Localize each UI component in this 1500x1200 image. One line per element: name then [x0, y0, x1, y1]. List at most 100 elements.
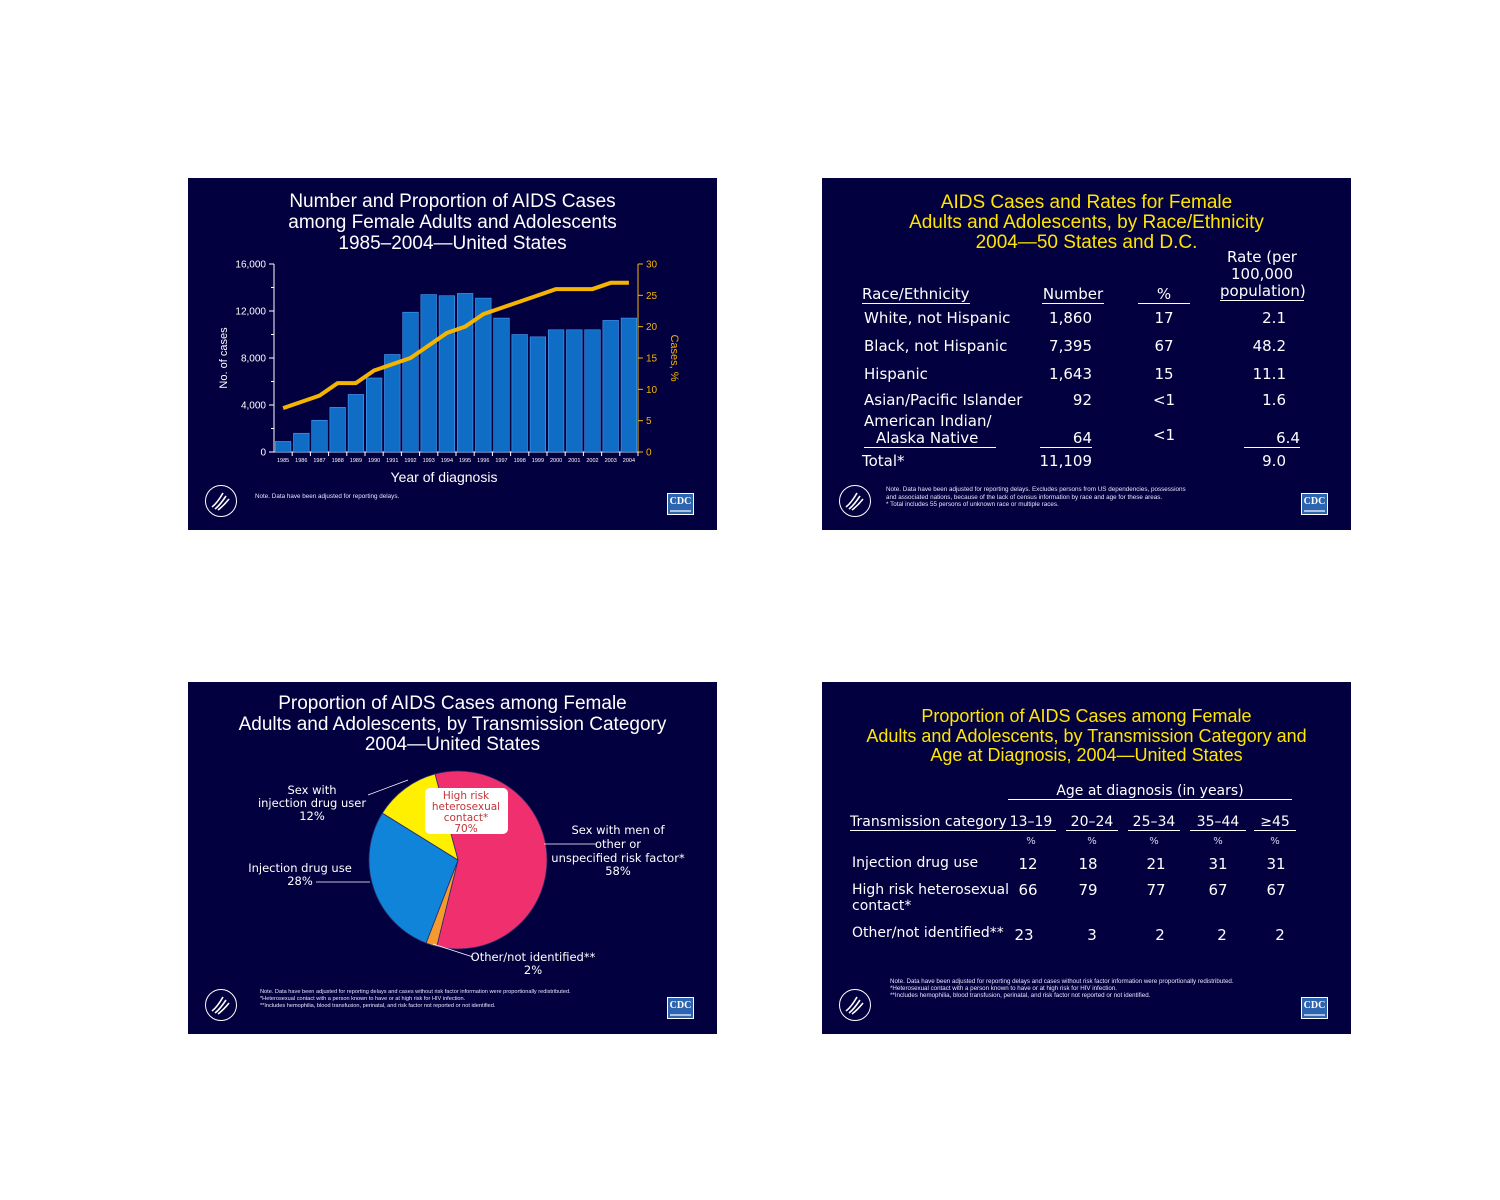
row-value: 3 — [1087, 926, 1097, 944]
hhs-eagle-logo-icon — [205, 485, 237, 517]
x-tick-label: 1990 — [368, 458, 380, 464]
row-value: 31 — [1266, 855, 1286, 873]
row-value: 67 — [1208, 881, 1228, 899]
label-injection-drug-use: Injection drug use — [248, 861, 352, 875]
row-label-line-1: High risk heterosexual — [852, 882, 1010, 898]
bar — [402, 311, 419, 453]
callout-box — [425, 788, 508, 834]
row-rate: 2.1 — [1262, 309, 1286, 327]
bar — [475, 297, 492, 453]
y-tick-label: 0 — [260, 448, 266, 459]
label-sex-with-men: other or — [595, 837, 641, 851]
header-race: Race/Ethnicity — [862, 285, 970, 304]
footnote-line: and associated nations, because of the l… — [886, 493, 1163, 501]
pie-slice-injection-drug-use — [368, 812, 459, 944]
total-number: 11,109 — [1039, 452, 1093, 470]
header-percent: % — [1138, 285, 1190, 304]
row-value: 2 — [1155, 926, 1165, 944]
age-group-header: 35–44 — [1190, 814, 1246, 831]
row-rate: 1.6 — [1262, 391, 1286, 409]
leader-line — [367, 779, 409, 796]
title-line-1: Proportion of AIDS Cases among Female — [278, 693, 627, 714]
x-tick-label: 2003 — [605, 458, 617, 464]
x-tick-label: 1996 — [477, 458, 489, 464]
x-tick-label: 1989 — [350, 458, 362, 464]
label-sex-with-men-pct: 58% — [605, 864, 631, 878]
header-number: Number — [1042, 285, 1104, 304]
label-sex-with-men: Sex with men of — [572, 823, 666, 837]
cdc-logo: CDC — [667, 997, 694, 1019]
row-percent: <1 — [1152, 426, 1176, 444]
row-number: 92 — [1072, 391, 1092, 409]
unit-label: % — [1270, 836, 1280, 847]
hhs-eagle-logo-icon — [839, 989, 871, 1021]
row-value: 2 — [1217, 926, 1227, 944]
row-label-line-1: American Indian/ — [864, 412, 992, 430]
slide-transmission-by-age-table: Proportion of AIDS Cases among Female Ad… — [822, 682, 1351, 1034]
header-rate: Rate (per 100,000 population) — [1220, 248, 1306, 301]
x-tick-label: 1999 — [532, 458, 544, 464]
row-value: 66 — [1018, 881, 1038, 899]
title-line-1: AIDS Cases and Rates for Female — [940, 192, 1233, 213]
x-tick-label: 2004 — [623, 458, 635, 464]
series-line — [282, 280, 629, 411]
title-line-2: Adults and Adolescents, by Transmission … — [866, 725, 1307, 746]
footnote-line: **Includes hemophilia, blood transfusion… — [890, 992, 1151, 999]
y-tick-label: 12,000 — [235, 307, 266, 318]
bar — [311, 420, 328, 453]
hhs-eagle-logo-icon — [839, 485, 871, 517]
age-group-header: ≥45 — [1254, 814, 1296, 831]
title-line-3: 2004—United States — [364, 734, 541, 755]
bar — [602, 320, 619, 453]
slide-title: AIDS Cases and Rates for Female Adults a… — [822, 193, 1351, 253]
slide-race-ethnicity-table: AIDS Cases and Rates for Female Adults a… — [822, 178, 1351, 530]
row-value: 21 — [1146, 855, 1166, 873]
footnote: Note. Data have been adjusted for report… — [255, 493, 400, 500]
row-rate: 6.4 — [1244, 429, 1300, 448]
title-line-2: among Female Adults and Adolescents — [288, 212, 617, 233]
footnote-line: Note. Data have been adjusted for report… — [260, 989, 571, 995]
footnote-line: *Heterosexual contact with a person know… — [260, 995, 466, 1002]
cdc-logo: CDC — [1301, 493, 1328, 515]
row-number: 1,643 — [1049, 365, 1092, 383]
y2-tick-label: 30 — [646, 260, 658, 271]
bar — [548, 329, 565, 453]
callout-label: heterosexual — [432, 801, 500, 813]
x-tick-label: 1994 — [441, 458, 453, 464]
x-axis-label: Year of diagnosis — [391, 469, 498, 485]
slide-title: Number and Proportion of AIDS Cases amon… — [188, 191, 717, 254]
row-label-line-2: contact* — [852, 898, 912, 914]
callout-pct: 70% — [454, 823, 477, 835]
header-rate-line-1: Rate (per — [1227, 248, 1297, 266]
title-line-1: Proportion of AIDS Cases among Female — [921, 706, 1252, 726]
row-value: 23 — [1014, 926, 1034, 944]
age-group-header: 20–24 — [1066, 814, 1118, 831]
row-label-line-2: Alaska Native — [864, 430, 997, 448]
row-rate: 48.2 — [1252, 337, 1286, 355]
footnote: Note. Data have been adjusted for report… — [886, 486, 1186, 509]
y2-tick-label: 15 — [646, 354, 658, 365]
x-tick-label: 1993 — [423, 458, 435, 464]
row-label: Asian/Pacific Islander — [864, 391, 1023, 409]
title-line-2: Adults and Adolescents, by Race/Ethnicit… — [909, 212, 1264, 233]
title-line-3: Age at Diagnosis, 2004—United States — [930, 745, 1243, 765]
age-group-header: 25–34 — [1128, 814, 1180, 831]
cdc-logo: CDC — [1301, 997, 1328, 1019]
x-tick-label: 1997 — [495, 458, 507, 464]
row-label: White, not Hispanic — [864, 309, 1011, 327]
bar — [493, 317, 510, 453]
bar — [329, 407, 346, 453]
bar — [293, 432, 310, 453]
y2-tick-label: 0 — [646, 448, 652, 459]
bar — [529, 336, 546, 453]
footnote-line: * Total includes 55 persons of unknown r… — [886, 501, 1059, 508]
y2-tick-label: 20 — [646, 322, 658, 333]
age-group-header: 13–19 — [1006, 814, 1056, 831]
header-rate-line-3: population) — [1220, 282, 1306, 301]
bar — [420, 294, 437, 453]
title-line-2: Adults and Adolescents, by Transmission … — [238, 713, 667, 735]
x-tick-label: 2000 — [550, 458, 562, 464]
title-line-1: Number and Proportion of AIDS Cases — [289, 191, 616, 212]
hhs-eagle-logo-icon — [205, 989, 237, 1021]
